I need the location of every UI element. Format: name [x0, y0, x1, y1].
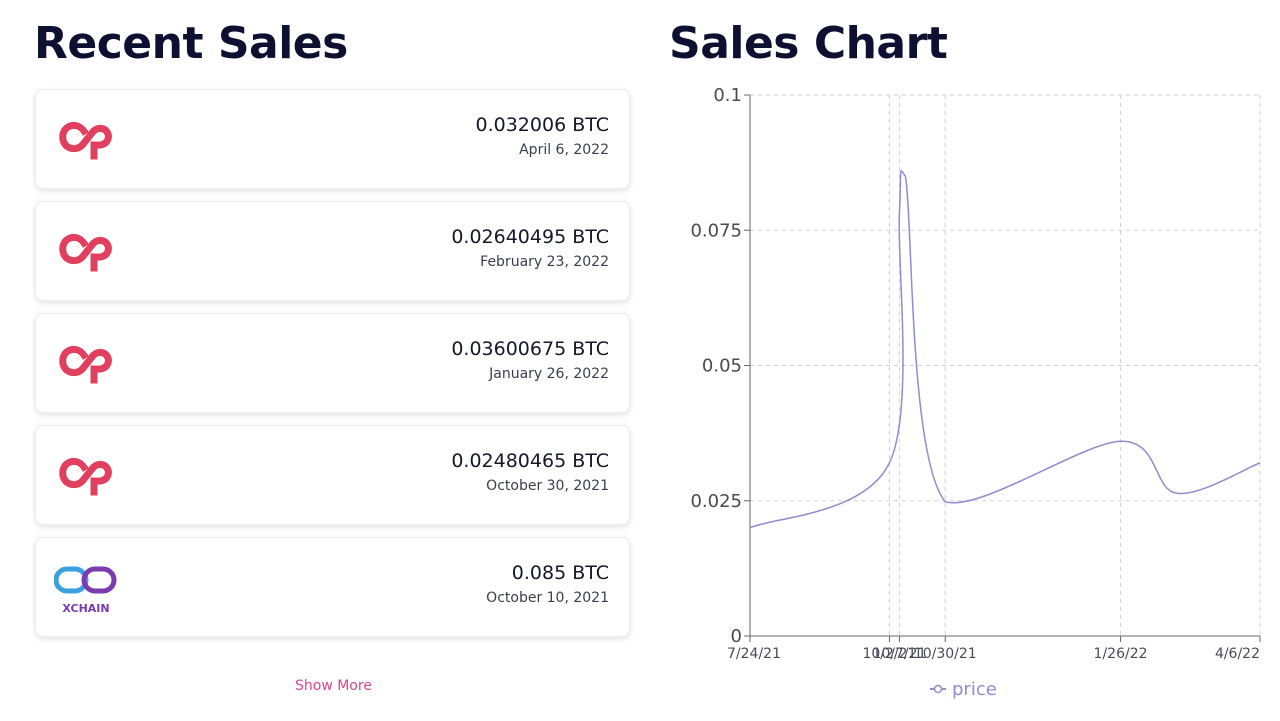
- xchain-logo-text: XCHAIN: [62, 602, 109, 615]
- sale-amount: 0.02480465 BTC: [451, 450, 609, 472]
- sale-amount: 0.085 BTC: [511, 562, 609, 584]
- sale-card[interactable]: 0.032006 BTC April 6, 2022: [35, 89, 630, 189]
- sale-card[interactable]: 0.02480465 BTC October 30, 2021: [35, 425, 630, 525]
- price-series-line: [749, 170, 1261, 529]
- show-more-link[interactable]: Show More: [295, 678, 372, 694]
- x-tick-label: 10/7/21: [872, 646, 926, 662]
- y-tick-label: 0: [731, 626, 742, 647]
- sale-date: April 6, 2022: [519, 142, 609, 158]
- sale-date: October 10, 2021: [486, 590, 609, 606]
- legend-marker-icon: [933, 684, 943, 694]
- sale-card[interactable]: XCHAIN 0.085 BTC October 10, 2021: [35, 537, 630, 637]
- sale-card[interactable]: 0.03600675 BTC January 26, 2022: [35, 313, 630, 413]
- y-tick-label: 0.025: [690, 491, 742, 512]
- xchain-ring-right: [81, 566, 117, 594]
- sale-amount: 0.03600675 BTC: [451, 338, 609, 360]
- sale-date: January 26, 2022: [489, 366, 609, 382]
- x-tick-label: 10/30/21: [914, 646, 977, 662]
- xchain-logo-icon: XCHAIN: [54, 558, 118, 618]
- sale-card[interactable]: 0.02640495 BTC February 23, 2022: [35, 201, 630, 301]
- recent-sales-list: 0.032006 BTC April 6, 2022 0.02640495 BT…: [35, 89, 630, 649]
- y-tick-label: 0.05: [702, 356, 742, 377]
- counterparty-logo-icon: [54, 110, 118, 170]
- counterparty-logo-icon: [54, 222, 118, 282]
- counterparty-logo-icon: [54, 446, 118, 506]
- sale-date: February 23, 2022: [480, 254, 609, 270]
- sale-amount: 0.032006 BTC: [475, 114, 610, 136]
- legend-label: price: [952, 679, 997, 700]
- sales-chart-title: Sales Chart: [669, 18, 948, 69]
- x-tick-label: 10/2/21: [862, 646, 916, 662]
- x-tick-label: 1/26/22: [1094, 646, 1148, 662]
- x-tick-label: 4/6/22: [1215, 646, 1260, 662]
- recent-sales-title: Recent Sales: [34, 18, 348, 69]
- y-tick-label: 0.075: [690, 220, 742, 241]
- counterparty-logo-icon: [54, 334, 118, 394]
- sale-date: October 30, 2021: [486, 478, 609, 494]
- y-tick-label: 0.1: [713, 85, 742, 106]
- x-tick-label: 7/24/21: [727, 646, 781, 662]
- sale-amount: 0.02640495 BTC: [451, 226, 609, 248]
